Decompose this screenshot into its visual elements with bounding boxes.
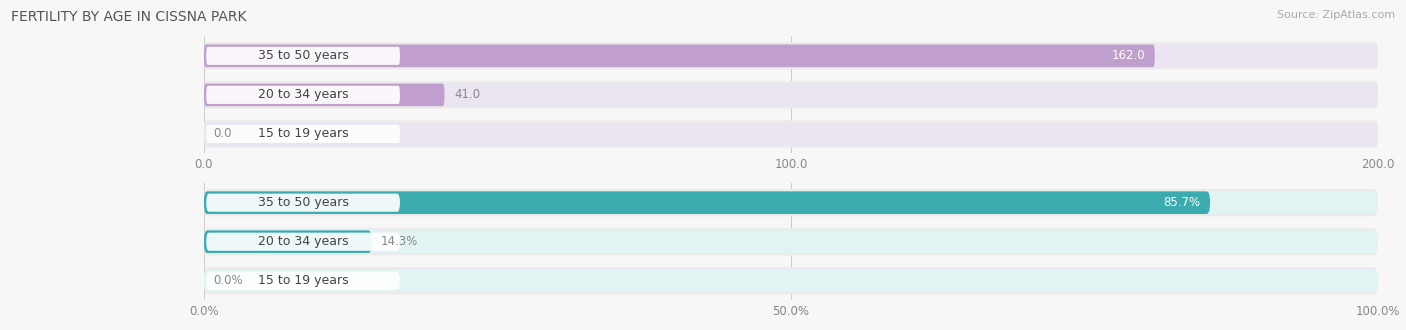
FancyBboxPatch shape xyxy=(207,233,399,251)
FancyBboxPatch shape xyxy=(204,228,1378,255)
FancyBboxPatch shape xyxy=(204,81,1378,109)
FancyBboxPatch shape xyxy=(207,194,399,212)
FancyBboxPatch shape xyxy=(204,45,1154,67)
Text: 41.0: 41.0 xyxy=(454,88,479,101)
Text: 35 to 50 years: 35 to 50 years xyxy=(257,196,349,209)
Text: 0.0: 0.0 xyxy=(214,127,232,141)
FancyBboxPatch shape xyxy=(204,267,1378,294)
Text: Source: ZipAtlas.com: Source: ZipAtlas.com xyxy=(1277,10,1395,20)
FancyBboxPatch shape xyxy=(207,125,399,143)
FancyBboxPatch shape xyxy=(204,45,1378,67)
FancyBboxPatch shape xyxy=(204,83,1378,106)
Text: 35 to 50 years: 35 to 50 years xyxy=(257,49,349,62)
FancyBboxPatch shape xyxy=(204,230,1378,253)
FancyBboxPatch shape xyxy=(204,270,1378,292)
Text: 85.7%: 85.7% xyxy=(1164,196,1201,209)
FancyBboxPatch shape xyxy=(204,123,1378,145)
Text: 162.0: 162.0 xyxy=(1112,49,1146,62)
FancyBboxPatch shape xyxy=(204,83,444,106)
Text: 15 to 19 years: 15 to 19 years xyxy=(257,274,349,287)
FancyBboxPatch shape xyxy=(204,42,1378,70)
Text: FERTILITY BY AGE IN CISSNA PARK: FERTILITY BY AGE IN CISSNA PARK xyxy=(11,10,246,24)
FancyBboxPatch shape xyxy=(207,272,399,290)
FancyBboxPatch shape xyxy=(207,47,399,65)
Text: 20 to 34 years: 20 to 34 years xyxy=(257,235,349,248)
FancyBboxPatch shape xyxy=(207,86,399,104)
FancyBboxPatch shape xyxy=(204,191,1211,214)
Text: 15 to 19 years: 15 to 19 years xyxy=(257,127,349,141)
Text: 20 to 34 years: 20 to 34 years xyxy=(257,88,349,101)
FancyBboxPatch shape xyxy=(204,191,1378,214)
FancyBboxPatch shape xyxy=(204,230,371,253)
FancyBboxPatch shape xyxy=(204,120,1378,148)
Text: 0.0%: 0.0% xyxy=(214,274,243,287)
Text: 14.3%: 14.3% xyxy=(381,235,419,248)
FancyBboxPatch shape xyxy=(204,189,1378,216)
